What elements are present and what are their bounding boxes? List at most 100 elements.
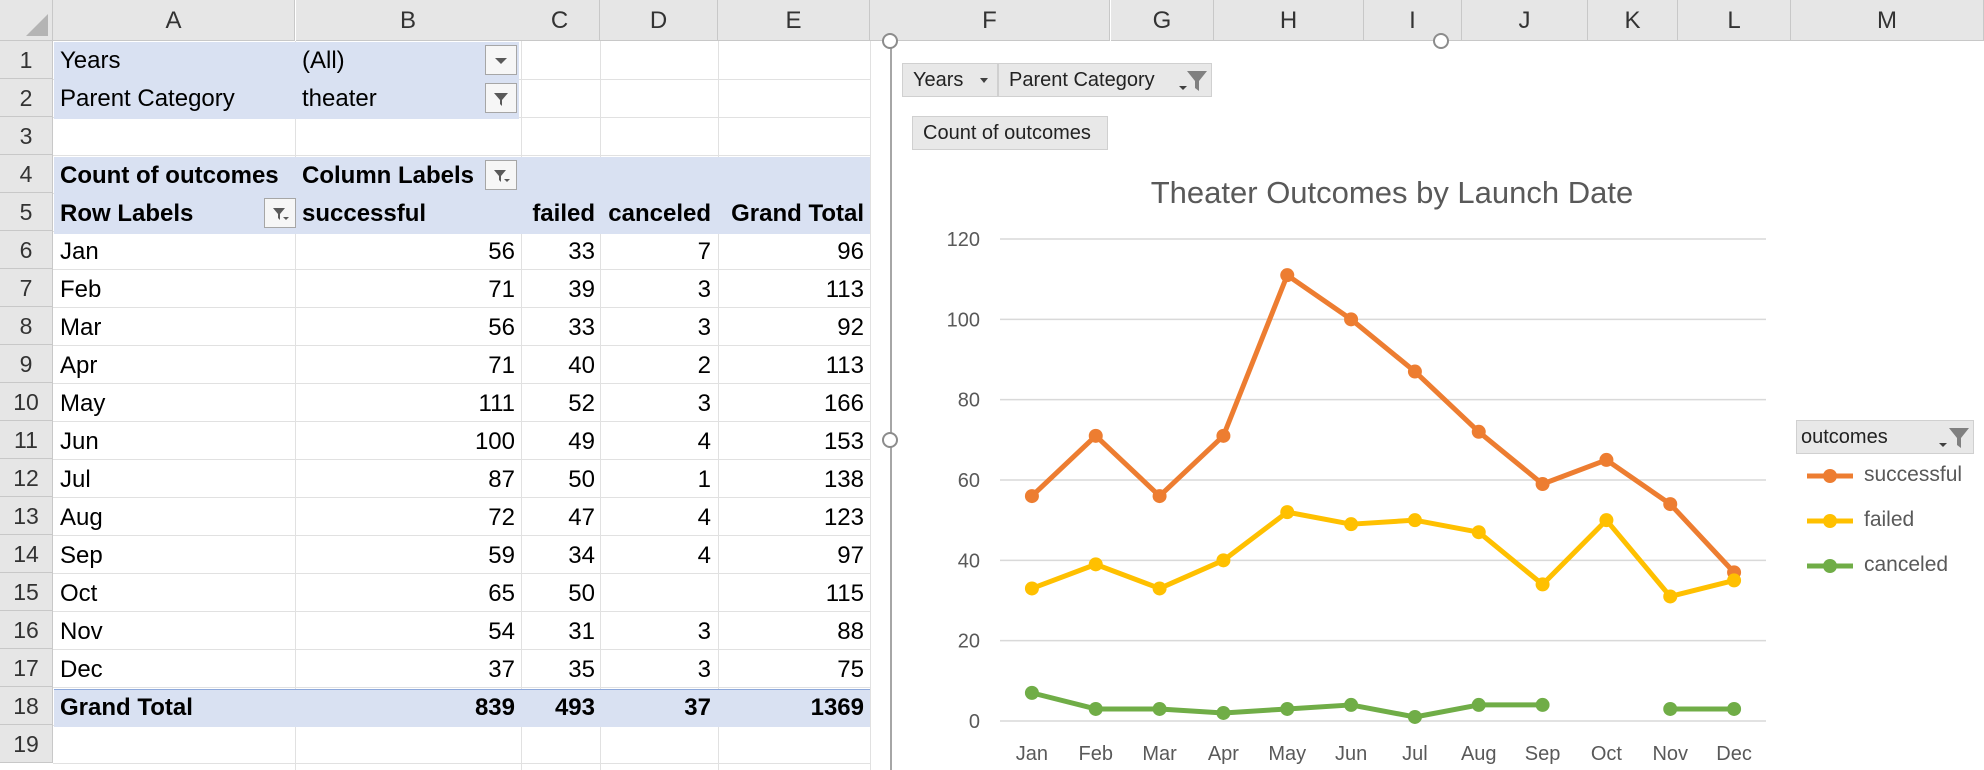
- chart-years-label: Years: [913, 69, 964, 91]
- data-point-successful[interactable]: [1088, 428, 1103, 443]
- column-header-b[interactable]: B: [296, 0, 521, 41]
- row-header-1[interactable]: 1: [0, 41, 53, 79]
- chart-parent-category-label: Parent Category: [1009, 69, 1155, 91]
- column-header-c[interactable]: C: [520, 0, 600, 41]
- grand-total-failed: 493: [554, 694, 595, 721]
- data-point-canceled[interactable]: [1216, 705, 1231, 720]
- data-point-failed[interactable]: [1152, 581, 1167, 596]
- column-header-f[interactable]: F: [870, 0, 1110, 41]
- column-header-g[interactable]: G: [1111, 0, 1214, 41]
- column-header-h[interactable]: H: [1214, 0, 1364, 41]
- row-header-16[interactable]: 16: [0, 611, 53, 649]
- legend-item-failed[interactable]: failed: [1864, 508, 1915, 531]
- row-header-4[interactable]: 4: [0, 155, 53, 193]
- data-point-canceled[interactable]: [1535, 697, 1550, 712]
- row-header-3[interactable]: 3: [0, 117, 53, 155]
- pivot-chart[interactable]: Years Parent Category Count of outcomes …: [882, 33, 1984, 770]
- pivot-cell-failed: 34: [568, 542, 595, 569]
- chart-resize-handle-left[interactable]: [882, 432, 898, 448]
- row-header-12[interactable]: 12: [0, 459, 53, 497]
- row-header-19[interactable]: 19: [0, 725, 53, 763]
- data-point-successful[interactable]: [1280, 268, 1295, 283]
- x-tick-label: Feb: [1079, 743, 1113, 765]
- row-header-11[interactable]: 11: [0, 421, 53, 459]
- chart-legend-outcomes-field-button[interactable]: outcomes: [1796, 420, 1974, 454]
- data-point-canceled[interactable]: [1280, 701, 1295, 716]
- row-header-5[interactable]: 5: [0, 193, 53, 231]
- data-point-successful[interactable]: [1407, 364, 1422, 379]
- pivot-header-grand-total: Grand Total: [731, 200, 864, 227]
- chart-years-field-button[interactable]: Years: [902, 63, 998, 97]
- column-header-d[interactable]: D: [600, 0, 718, 41]
- data-point-failed[interactable]: [1599, 513, 1614, 528]
- column-header-i[interactable]: I: [1364, 0, 1462, 41]
- select-all-corner[interactable]: [0, 0, 53, 41]
- row-header-6[interactable]: 6: [0, 231, 53, 269]
- column-header-k[interactable]: K: [1588, 0, 1678, 41]
- data-point-failed[interactable]: [1663, 589, 1678, 604]
- series-line-failed[interactable]: [1031, 509, 1735, 599]
- row-header-9[interactable]: 9: [0, 345, 53, 383]
- data-point-canceled[interactable]: [1152, 701, 1167, 716]
- data-point-failed[interactable]: [1535, 577, 1550, 592]
- data-point-canceled[interactable]: [1024, 685, 1039, 700]
- pivot-header-failed: failed: [532, 200, 595, 227]
- row-header-17[interactable]: 17: [0, 649, 53, 687]
- chart-resize-handle-top[interactable]: [1433, 33, 1449, 49]
- series-line-successful[interactable]: [1030, 272, 1736, 575]
- years-dropdown-button[interactable]: [485, 45, 517, 75]
- chart-count-of-outcomes-button[interactable]: Count of outcomes: [912, 116, 1108, 150]
- x-tick-label: Aug: [1461, 743, 1497, 765]
- data-point-canceled[interactable]: [1471, 697, 1486, 712]
- row-header-13[interactable]: 13: [0, 497, 53, 535]
- data-point-successful[interactable]: [1471, 424, 1486, 439]
- column-header-e[interactable]: E: [718, 0, 870, 41]
- data-point-canceled[interactable]: [1344, 697, 1359, 712]
- chart-resize-handle-top-left[interactable]: [882, 33, 898, 49]
- column-header-m[interactable]: M: [1791, 0, 1984, 41]
- data-point-successful[interactable]: [1152, 489, 1167, 504]
- pivot-cell-total: 96: [837, 238, 864, 265]
- filter-years-value[interactable]: (All): [302, 47, 345, 74]
- pivot-cell-successful: 59: [488, 542, 515, 569]
- data-point-failed[interactable]: [1471, 525, 1486, 540]
- parent-category-filter-button[interactable]: [485, 83, 517, 113]
- legend-item-successful[interactable]: successful: [1864, 463, 1963, 486]
- data-point-failed[interactable]: [1280, 505, 1295, 520]
- data-point-successful[interactable]: [1663, 497, 1678, 512]
- data-point-canceled[interactable]: [1663, 701, 1678, 716]
- pivot-cell-total: 166: [823, 390, 864, 417]
- row-header-14[interactable]: 14: [0, 535, 53, 573]
- column-header-l[interactable]: L: [1678, 0, 1791, 41]
- data-point-successful[interactable]: [1024, 489, 1039, 504]
- pivot-cell-canceled: 3: [697, 656, 711, 683]
- row-header-10[interactable]: 10: [0, 383, 53, 421]
- x-tick-label: Jan: [1016, 743, 1048, 765]
- row-header-2[interactable]: 2: [0, 79, 53, 117]
- data-point-canceled[interactable]: [1407, 709, 1422, 724]
- data-point-canceled[interactable]: [1727, 701, 1742, 716]
- row-header-18[interactable]: 18: [0, 687, 53, 725]
- column-header-j[interactable]: J: [1462, 0, 1588, 41]
- data-point-failed[interactable]: [1088, 557, 1103, 572]
- column-header-a[interactable]: A: [53, 0, 295, 41]
- column-labels-filter-button[interactable]: [485, 160, 517, 190]
- y-tick-label: 60: [958, 470, 980, 492]
- row-header-8[interactable]: 8: [0, 307, 53, 345]
- row-labels-filter-button[interactable]: [264, 198, 296, 228]
- row-header-7[interactable]: 7: [0, 269, 53, 307]
- data-point-failed[interactable]: [1407, 513, 1422, 528]
- filter-parent-value[interactable]: theater: [302, 85, 377, 112]
- data-point-successful[interactable]: [1216, 428, 1231, 443]
- data-point-successful[interactable]: [1599, 452, 1614, 467]
- row-header-15[interactable]: 15: [0, 573, 53, 611]
- data-point-successful[interactable]: [1535, 477, 1550, 492]
- data-point-failed[interactable]: [1727, 573, 1742, 588]
- data-point-failed[interactable]: [1024, 581, 1039, 596]
- data-point-canceled[interactable]: [1088, 701, 1103, 716]
- chart-parent-category-field-button[interactable]: Parent Category: [998, 63, 1212, 97]
- data-point-successful[interactable]: [1344, 312, 1359, 327]
- legend-item-canceled[interactable]: canceled: [1864, 553, 1949, 576]
- data-point-failed[interactable]: [1344, 517, 1359, 532]
- data-point-failed[interactable]: [1216, 553, 1231, 568]
